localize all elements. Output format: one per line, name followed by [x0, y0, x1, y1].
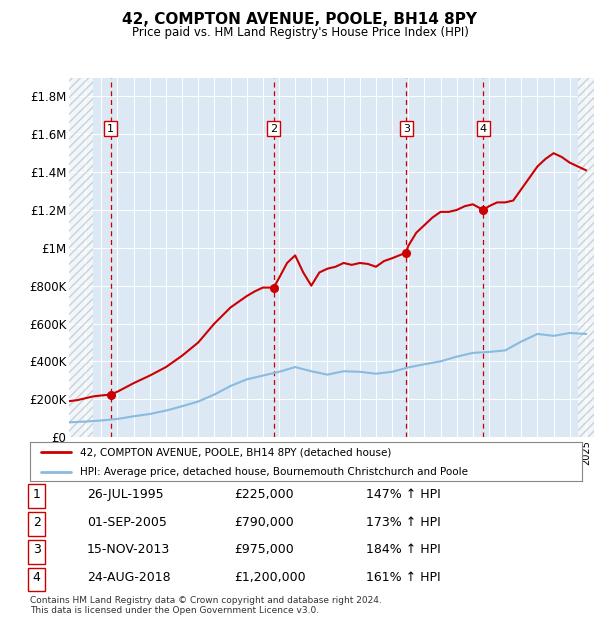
- Text: 15-NOV-2013: 15-NOV-2013: [87, 544, 170, 556]
- Text: 24-AUG-2018: 24-AUG-2018: [87, 572, 170, 584]
- Text: This data is licensed under the Open Government Licence v3.0.: This data is licensed under the Open Gov…: [30, 606, 319, 615]
- Text: 42, COMPTON AVENUE, POOLE, BH14 8PY: 42, COMPTON AVENUE, POOLE, BH14 8PY: [122, 12, 478, 27]
- Text: Contains HM Land Registry data © Crown copyright and database right 2024.: Contains HM Land Registry data © Crown c…: [30, 596, 382, 605]
- Text: £790,000: £790,000: [234, 516, 294, 528]
- Text: 26-JUL-1995: 26-JUL-1995: [87, 488, 164, 500]
- Text: 173% ↑ HPI: 173% ↑ HPI: [366, 516, 441, 528]
- Text: HPI: Average price, detached house, Bournemouth Christchurch and Poole: HPI: Average price, detached house, Bour…: [80, 467, 467, 477]
- Text: 3: 3: [32, 544, 41, 556]
- Polygon shape: [69, 78, 93, 437]
- Text: £975,000: £975,000: [234, 544, 294, 556]
- Text: 01-SEP-2005: 01-SEP-2005: [87, 516, 167, 528]
- Text: 2: 2: [32, 516, 41, 528]
- Text: 161% ↑ HPI: 161% ↑ HPI: [366, 572, 440, 584]
- Polygon shape: [578, 78, 594, 437]
- Text: 184% ↑ HPI: 184% ↑ HPI: [366, 544, 441, 556]
- Text: 147% ↑ HPI: 147% ↑ HPI: [366, 488, 441, 500]
- Text: 4: 4: [480, 123, 487, 133]
- Text: 3: 3: [403, 123, 410, 133]
- Text: Price paid vs. HM Land Registry's House Price Index (HPI): Price paid vs. HM Land Registry's House …: [131, 26, 469, 39]
- Text: £1,200,000: £1,200,000: [234, 572, 305, 584]
- Text: £225,000: £225,000: [234, 488, 293, 500]
- Text: 1: 1: [107, 123, 114, 133]
- Text: 4: 4: [32, 572, 41, 584]
- Text: 1: 1: [32, 488, 41, 500]
- Text: 42, COMPTON AVENUE, POOLE, BH14 8PY (detached house): 42, COMPTON AVENUE, POOLE, BH14 8PY (det…: [80, 448, 391, 458]
- Text: 2: 2: [270, 123, 277, 133]
